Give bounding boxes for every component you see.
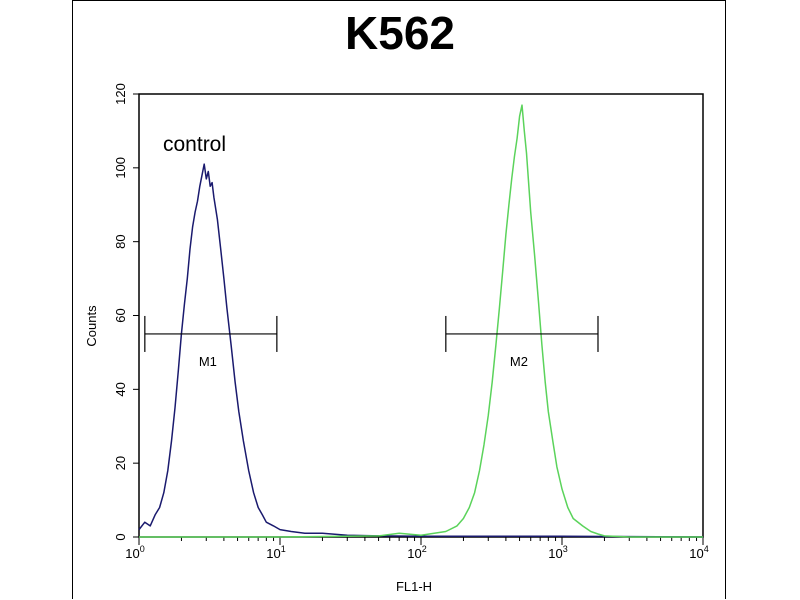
histogram-series-2	[139, 104, 703, 538]
chart-frame	[72, 0, 726, 599]
x-tick-label: 102	[407, 544, 426, 561]
y-tick-label: 0	[113, 533, 128, 540]
x-tick-label: 101	[266, 544, 285, 561]
y-tick-label: 20	[113, 456, 128, 470]
x-tick-label: 100	[125, 544, 144, 561]
marker-label: M2	[510, 354, 528, 369]
marker-m2: M2	[445, 315, 599, 369]
chart-title: K562	[345, 7, 455, 59]
y-tick-label: 40	[113, 382, 128, 396]
y-tick-label: 100	[113, 157, 128, 179]
annotations: M1 M2	[144, 315, 599, 369]
y-axis-title: Counts	[84, 305, 99, 347]
y-tick-label: 60	[113, 308, 128, 322]
x-axis-title: FL1-H	[396, 579, 432, 594]
marker-label: M1	[199, 354, 217, 369]
histogram-series-1	[138, 163, 704, 538]
plot-area-border	[138, 93, 704, 538]
series-layer	[138, 104, 704, 538]
control-label: control	[163, 133, 226, 156]
marker-m1: M1	[144, 315, 278, 369]
y-tick-label: 80	[113, 234, 128, 248]
x-tick-label: 104	[689, 544, 708, 561]
y-tick-label: 120	[113, 83, 128, 105]
x-tick-label: 103	[548, 544, 567, 561]
